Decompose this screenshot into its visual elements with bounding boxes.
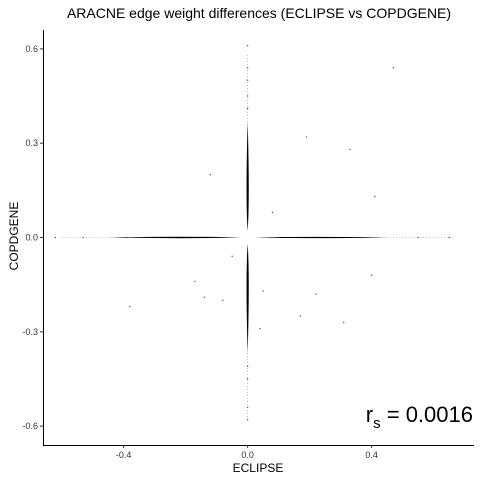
scatter-point <box>417 236 419 239</box>
scatter-point <box>54 236 57 239</box>
scatter-point <box>315 293 317 295</box>
x-tick-label: -0.4 <box>116 450 132 460</box>
scatter-point <box>129 305 131 308</box>
scatter-point <box>305 136 308 138</box>
x-tick-label: 0.0 <box>241 450 254 460</box>
spearman-annotation: rs = 0.0016 <box>366 402 473 432</box>
annotation-base: r <box>366 402 373 427</box>
scatter-point <box>246 95 249 97</box>
y-tick-label: -0.6 <box>22 421 38 431</box>
scatter-point <box>392 67 395 69</box>
scatter-point <box>259 327 261 330</box>
scatter-point <box>246 67 249 69</box>
y-tick-label: 0.3 <box>25 138 38 148</box>
scatter-point <box>370 274 373 276</box>
scatter-point <box>246 107 249 110</box>
scatter-point <box>271 211 274 214</box>
scatter-point <box>246 45 249 47</box>
x-tick-label: 0.4 <box>365 450 378 460</box>
scatter-point <box>448 236 450 239</box>
scatter-point <box>82 236 85 239</box>
scatter-point <box>299 315 302 317</box>
y-tick-label: 0.6 <box>25 44 38 54</box>
scatter-point <box>203 296 205 298</box>
x-axis-ticks: -0.4 0.0 0.4 <box>116 445 378 460</box>
scatter-point <box>246 378 249 380</box>
scatter-marks <box>54 45 456 421</box>
dense-band-y-negative <box>246 243 249 354</box>
scatter-point <box>374 195 376 198</box>
annotation-subscript: s <box>373 415 381 432</box>
scatter-point <box>262 290 264 292</box>
scatter-point <box>343 321 345 324</box>
annotation-value: = 0.0016 <box>381 402 473 427</box>
y-tick-label: 0.0 <box>25 233 38 243</box>
dense-band-y-positive <box>246 121 249 232</box>
scatter-point <box>246 79 249 82</box>
x-axis-title: ECLIPSE <box>233 461 284 475</box>
scatter-point <box>222 299 224 302</box>
y-axis-title: COPDGENE <box>7 202 21 271</box>
dense-band-x-positive <box>253 236 388 239</box>
scatter-point <box>209 173 212 176</box>
scatter-point <box>194 280 196 283</box>
scatter-point <box>246 365 249 368</box>
scatter-point <box>246 419 249 421</box>
scatter-point <box>246 406 249 408</box>
y-axis-ticks: 0.6 0.3 0.0 -0.3 -0.6 <box>22 44 43 431</box>
scatter-point <box>231 255 233 258</box>
scatter-point <box>349 148 351 151</box>
y-tick-label: -0.3 <box>22 327 38 337</box>
dense-band-x-negative <box>108 236 242 239</box>
chart-title: ARACNE edge weight differences (ECLIPSE … <box>67 5 451 21</box>
